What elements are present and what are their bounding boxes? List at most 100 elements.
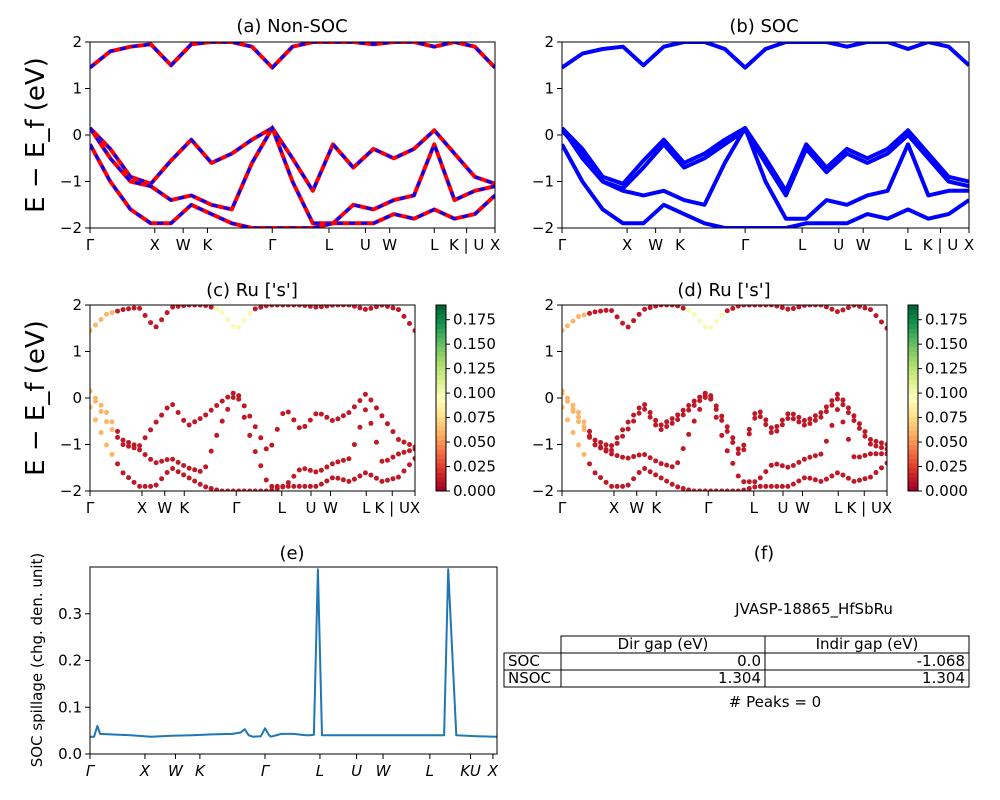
scatter-point [214,402,220,408]
scatter-point [252,449,258,455]
scatter-point [592,442,598,448]
scatter-point [581,312,587,318]
scatter-point [763,483,769,489]
scatter-point [785,483,791,489]
scatter-point [686,402,692,408]
scatter-point [708,325,714,331]
scatter-point [697,318,703,324]
colorbar-segment [436,411,446,418]
scatter-point [313,305,319,310]
panel-c-colorbar: 0.175 0.150 0.125 0.100 0.075 0.050 0.025 0.000 [435,304,496,500]
colorbar-segment [908,407,918,413]
scatter-point [291,417,297,423]
scatter-point [565,398,571,404]
x-tick-label: X [622,236,632,254]
scatter-point [664,462,670,468]
scatter-point [625,419,631,425]
series-b-2 [562,126,969,221]
colorbar-segment [436,346,446,352]
scatter-point [329,305,335,308]
scatter-point [746,426,752,432]
scatter-point [730,460,736,466]
scatter-point [274,486,280,491]
scatter-point [263,446,269,452]
panel-d-marks [562,305,887,491]
scatter-point [801,475,807,481]
scatter-point [873,313,879,319]
scatter-point [346,456,352,462]
scatter-point [812,453,818,459]
scatter-point [587,310,593,316]
panel-f: (f) JVASP-18865_HfSbRu Dir gap (eV) Indi… [503,543,970,711]
scatter-point [192,467,198,473]
scatter-point [159,317,165,323]
scatter-point [768,483,774,489]
scatter-point [818,410,824,416]
colorbar-segment [436,481,446,487]
scatter-point [796,459,802,465]
scatter-point [823,438,829,444]
scatter-point [686,487,692,491]
scatter-point [307,417,313,423]
scatter-point [867,451,873,457]
scatter-point [763,469,769,475]
scatter-point [318,481,324,487]
scatter-point [570,402,576,408]
scatter-point [609,308,615,314]
scatter-point [307,467,313,473]
colorbar-segment [908,444,918,450]
scatter-point [219,398,225,404]
scatter-point [796,414,802,420]
scatter-point [636,452,642,458]
scatter-point [752,305,758,308]
series-overlay-a-0 [90,125,495,195]
colorbar-tick-label: 0.125 [925,360,968,378]
scatter-point [587,434,593,440]
scatter-point [658,461,664,467]
scatter-point [291,483,297,489]
panel-c: (c) Ru ['s'] E − E_f (eV) 210−1−2Γ X W K Γ L U… [21,280,496,517]
scatter-point [741,487,747,491]
scatter-point [285,480,291,486]
scatter-point [614,453,620,459]
scatter-point [669,416,675,422]
colorbar-segment [436,314,446,320]
scatter-point [90,388,93,394]
colorbar-segment [436,402,446,408]
x-tick-label: U [351,762,362,780]
scatter-point [801,422,807,428]
scatter-point [296,467,302,473]
colorbar-segment [436,356,446,362]
colorbar-segment [436,337,446,343]
colorbar-frame [907,304,919,492]
scatter-point [719,413,725,419]
scatter-point [291,473,297,479]
scatter-point [197,468,203,474]
scatter-point [98,317,104,323]
scatter-point [702,395,708,401]
colorbar-segment [908,421,918,427]
x-tick-label: L [362,499,371,517]
x-tick-label: W [382,236,397,254]
y-tick-label: 0.0 [58,745,82,763]
scatter-point [241,488,247,491]
scatter-point [713,414,719,420]
colorbar-segment [436,379,446,385]
scatter-point [384,457,390,463]
scatter-point [884,442,887,447]
scatter-point [313,469,319,475]
scatter-point [774,305,780,309]
scatter-point [719,312,725,318]
scatter-point [680,446,686,452]
scatter-point [845,305,851,311]
scatter-point [406,320,412,326]
scatter-point [395,307,401,313]
scatter-point [379,478,385,484]
scatter-point [812,477,818,483]
scatter-point [565,323,571,329]
scatter-point [785,306,791,312]
colorbar-segment [908,481,918,487]
series-b-0 [562,126,969,193]
